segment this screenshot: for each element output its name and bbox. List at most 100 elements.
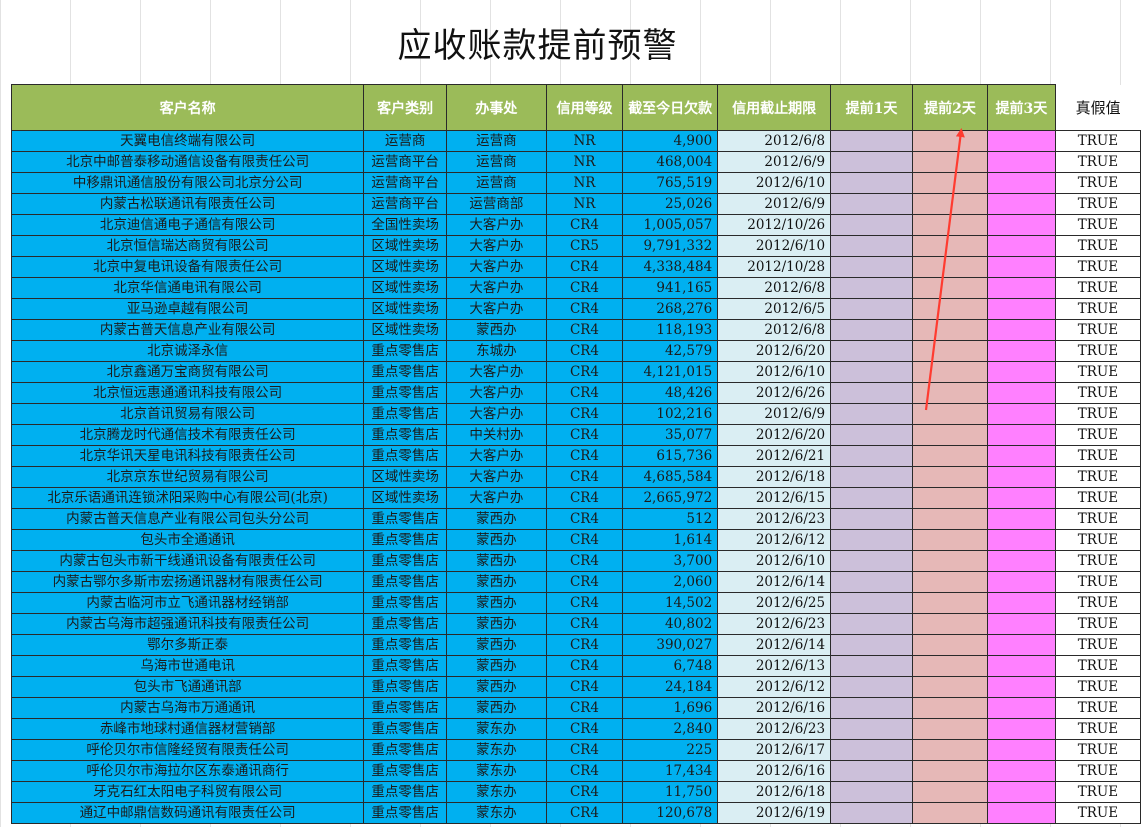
- credit-grade-cell[interactable]: CR4: [545, 697, 624, 719]
- office-cell[interactable]: 蒙东办: [445, 781, 547, 803]
- truth-value-cell[interactable]: TRUE: [1054, 466, 1141, 488]
- office-cell[interactable]: 蒙东办: [445, 760, 547, 782]
- header-customer-type[interactable]: 客户类别: [363, 84, 447, 131]
- three-days-ahead-cell[interactable]: [987, 256, 1056, 278]
- credit-grade-cell[interactable]: CR4: [545, 361, 624, 383]
- truth-value-cell[interactable]: TRUE: [1054, 130, 1141, 152]
- customer-type-cell[interactable]: 重点零售店: [363, 361, 447, 383]
- two-days-ahead-cell[interactable]: [911, 487, 989, 509]
- truth-value-cell[interactable]: TRUE: [1054, 319, 1141, 341]
- customer-name-cell[interactable]: 北京中复电讯设备有限责任公司: [10, 256, 365, 278]
- customer-type-cell[interactable]: 区域性卖场: [363, 487, 447, 509]
- customer-name-cell[interactable]: 内蒙古普天信息产业有限公司包头分公司: [10, 508, 365, 530]
- credit-deadline-cell[interactable]: 2012/6/26: [717, 382, 832, 404]
- three-days-ahead-cell[interactable]: [987, 634, 1056, 656]
- customer-type-cell[interactable]: 全国性卖场: [363, 214, 447, 236]
- customer-type-cell[interactable]: 区域性卖场: [363, 298, 447, 320]
- three-days-ahead-cell[interactable]: [987, 340, 1056, 362]
- outstanding-amount-cell[interactable]: 268,276: [622, 298, 719, 320]
- one-day-ahead-cell[interactable]: [830, 466, 913, 488]
- credit-deadline-cell[interactable]: 2012/6/23: [717, 718, 832, 740]
- office-cell[interactable]: 蒙西办: [445, 613, 547, 635]
- customer-type-cell[interactable]: 区域性卖场: [363, 466, 447, 488]
- truth-value-cell[interactable]: TRUE: [1054, 256, 1141, 278]
- customer-type-cell[interactable]: 运营商平台: [363, 193, 447, 215]
- truth-value-cell[interactable]: TRUE: [1054, 802, 1141, 824]
- customer-type-cell[interactable]: 重点零售店: [363, 403, 447, 425]
- office-cell[interactable]: 大客户办: [445, 382, 547, 404]
- office-cell[interactable]: 运营商: [445, 151, 547, 173]
- two-days-ahead-cell[interactable]: [911, 319, 989, 341]
- office-cell[interactable]: 运营商: [445, 172, 547, 194]
- outstanding-amount-cell[interactable]: 25,026: [622, 193, 719, 215]
- credit-deadline-cell[interactable]: 2012/6/8: [717, 319, 832, 341]
- office-cell[interactable]: 蒙西办: [445, 550, 547, 572]
- truth-value-cell[interactable]: TRUE: [1054, 424, 1141, 446]
- credit-deadline-cell[interactable]: 2012/6/18: [717, 466, 832, 488]
- outstanding-amount-cell[interactable]: 2,840: [622, 718, 719, 740]
- credit-grade-cell[interactable]: CR4: [545, 487, 624, 509]
- office-cell[interactable]: 蒙西办: [445, 655, 547, 677]
- credit-deadline-cell[interactable]: 2012/6/18: [717, 781, 832, 803]
- three-days-ahead-cell[interactable]: [987, 298, 1056, 320]
- one-day-ahead-cell[interactable]: [830, 697, 913, 719]
- customer-name-cell[interactable]: 内蒙古乌海市万通通讯: [10, 697, 365, 719]
- credit-deadline-cell[interactable]: 2012/6/21: [717, 445, 832, 467]
- outstanding-amount-cell[interactable]: 9,791,332: [622, 235, 719, 257]
- office-cell[interactable]: 大客户办: [445, 298, 547, 320]
- two-days-ahead-cell[interactable]: [911, 361, 989, 383]
- three-days-ahead-cell[interactable]: [987, 781, 1056, 803]
- truth-value-cell[interactable]: TRUE: [1054, 172, 1141, 194]
- credit-grade-cell[interactable]: CR4: [545, 802, 624, 824]
- customer-name-cell[interactable]: 内蒙古临河市立飞通讯器材经销部: [10, 592, 365, 614]
- one-day-ahead-cell[interactable]: [830, 151, 913, 173]
- credit-grade-cell[interactable]: NR: [545, 151, 624, 173]
- office-cell[interactable]: 大客户办: [445, 235, 547, 257]
- office-cell[interactable]: 蒙西办: [445, 571, 547, 593]
- customer-type-cell[interactable]: 重点零售店: [363, 382, 447, 404]
- one-day-ahead-cell[interactable]: [830, 298, 913, 320]
- customer-name-cell[interactable]: 北京腾龙时代通信技术有限责任公司: [10, 424, 365, 446]
- customer-name-cell[interactable]: 亚马逊卓越有限公司: [10, 298, 365, 320]
- outstanding-amount-cell[interactable]: 11,750: [622, 781, 719, 803]
- two-days-ahead-cell[interactable]: [911, 529, 989, 551]
- three-days-ahead-cell[interactable]: [987, 760, 1056, 782]
- office-cell[interactable]: 蒙西办: [445, 676, 547, 698]
- truth-value-cell[interactable]: TRUE: [1054, 697, 1141, 719]
- customer-type-cell[interactable]: 重点零售店: [363, 550, 447, 572]
- three-days-ahead-cell[interactable]: [987, 592, 1056, 614]
- office-cell[interactable]: 运营商部: [445, 193, 547, 215]
- outstanding-amount-cell[interactable]: 468,004: [622, 151, 719, 173]
- three-days-ahead-cell[interactable]: [987, 361, 1056, 383]
- customer-type-cell[interactable]: 重点零售店: [363, 718, 447, 740]
- credit-deadline-cell[interactable]: 2012/10/26: [717, 214, 832, 236]
- one-day-ahead-cell[interactable]: [830, 424, 913, 446]
- header-customer-name[interactable]: 客户名称: [10, 84, 365, 131]
- three-days-ahead-cell[interactable]: [987, 550, 1056, 572]
- customer-name-cell[interactable]: 天翼电信终端有限公司: [10, 130, 365, 152]
- three-days-ahead-cell[interactable]: [987, 172, 1056, 194]
- truth-value-cell[interactable]: TRUE: [1054, 781, 1141, 803]
- three-days-ahead-cell[interactable]: [987, 151, 1056, 173]
- two-days-ahead-cell[interactable]: [911, 655, 989, 677]
- one-day-ahead-cell[interactable]: [830, 277, 913, 299]
- three-days-ahead-cell[interactable]: [987, 277, 1056, 299]
- customer-name-cell[interactable]: 北京京东世纪贸易有限公司: [10, 466, 365, 488]
- two-days-ahead-cell[interactable]: [911, 193, 989, 215]
- three-days-ahead-cell[interactable]: [987, 739, 1056, 761]
- credit-grade-cell[interactable]: CR4: [545, 760, 624, 782]
- header-office[interactable]: 办事处: [445, 84, 547, 131]
- truth-value-cell[interactable]: TRUE: [1054, 340, 1141, 362]
- two-days-ahead-cell[interactable]: [911, 298, 989, 320]
- customer-name-cell[interactable]: 北京首讯贸易有限公司: [10, 403, 365, 425]
- header-two-days-ahead[interactable]: 提前2天: [911, 84, 989, 131]
- one-day-ahead-cell[interactable]: [830, 781, 913, 803]
- truth-value-cell[interactable]: TRUE: [1054, 487, 1141, 509]
- header-outstanding-amount[interactable]: 截至今日欠款: [622, 84, 719, 131]
- credit-grade-cell[interactable]: CR4: [545, 403, 624, 425]
- credit-deadline-cell[interactable]: 2012/6/12: [717, 676, 832, 698]
- one-day-ahead-cell[interactable]: [830, 319, 913, 341]
- three-days-ahead-cell[interactable]: [987, 508, 1056, 530]
- outstanding-amount-cell[interactable]: 4,338,484: [622, 256, 719, 278]
- credit-deadline-cell[interactable]: 2012/6/19: [717, 802, 832, 824]
